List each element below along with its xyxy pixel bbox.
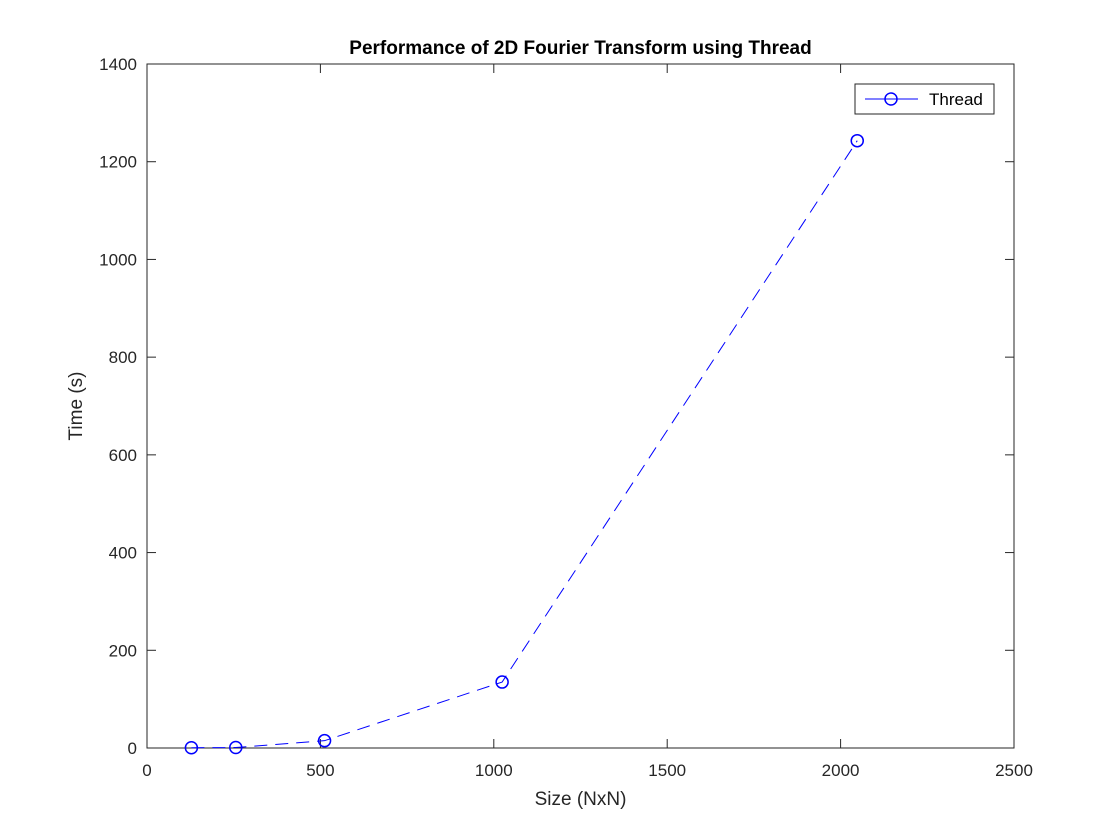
x-tick-label: 0: [142, 761, 151, 780]
x-tick-label: 2000: [822, 761, 860, 780]
y-tick-label: 800: [109, 348, 137, 367]
data-point-marker: [317, 733, 332, 748]
series-line-thread: [191, 140, 858, 749]
plot-area: [146, 63, 1015, 749]
y-tick-label: 1000: [99, 250, 137, 269]
y-axis-ticks: 0 200 400 600 800 1000 1200 1400: [99, 55, 1014, 758]
legend-label-thread: Thread: [929, 90, 983, 109]
y-tick-label: 400: [109, 544, 137, 563]
y-tick-label: 0: [128, 739, 137, 758]
y-tick-label: 1200: [99, 153, 137, 172]
data-point-marker: [184, 741, 199, 755]
legend: Thread: [854, 83, 995, 115]
y-tick-label: 1400: [99, 55, 137, 74]
x-tick-label: 1000: [475, 761, 513, 780]
x-tick-label: 1500: [648, 761, 686, 780]
series-layer: [184, 133, 864, 755]
y-axis-label: Time (s): [66, 372, 87, 441]
data-point-marker: [495, 675, 509, 689]
x-axis-ticks: 0 500 1000 1500 2000 2500: [142, 64, 1033, 780]
x-axis-label: Size (NxN): [535, 789, 627, 810]
data-point-marker: [850, 133, 864, 148]
legend-marker: [884, 92, 898, 106]
y-tick-label: 200: [109, 641, 137, 660]
x-tick-label: 500: [306, 761, 334, 780]
y-tick-label: 600: [109, 446, 137, 465]
x-tick-label: 2500: [995, 761, 1033, 780]
data-point-marker: [229, 740, 243, 755]
chart-title: Performance of 2D Fourier Transform usin…: [349, 38, 811, 59]
